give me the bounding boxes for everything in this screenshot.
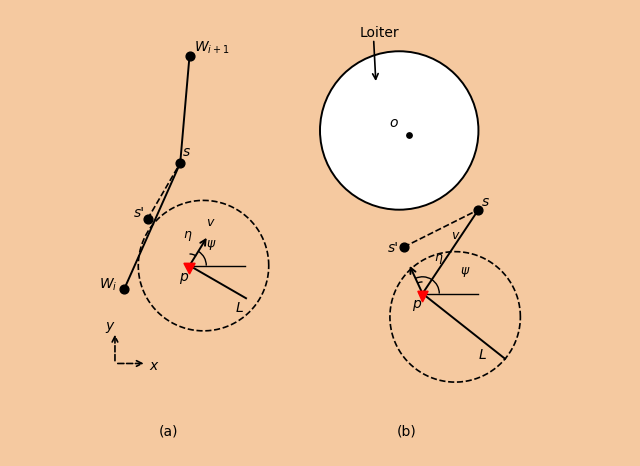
Text: L: L bbox=[236, 301, 244, 315]
Point bbox=[143, 215, 153, 223]
Circle shape bbox=[320, 51, 479, 210]
Text: $W_{i+1}$: $W_{i+1}$ bbox=[194, 39, 230, 55]
Text: o: o bbox=[389, 116, 397, 130]
Text: p: p bbox=[412, 297, 421, 311]
Point bbox=[175, 159, 186, 167]
Text: s: s bbox=[482, 195, 490, 209]
Text: s': s' bbox=[388, 240, 399, 254]
Text: (a): (a) bbox=[159, 425, 179, 439]
Point bbox=[474, 206, 484, 213]
Point bbox=[399, 243, 409, 251]
Text: $W_i$: $W_i$ bbox=[99, 277, 117, 293]
Text: $v$: $v$ bbox=[451, 229, 461, 241]
Text: p: p bbox=[179, 269, 188, 283]
Text: (b): (b) bbox=[396, 425, 416, 439]
Text: $\psi$: $\psi$ bbox=[460, 265, 470, 279]
Text: $v$: $v$ bbox=[206, 216, 216, 229]
Text: $y$: $y$ bbox=[105, 320, 115, 335]
Text: s': s' bbox=[134, 206, 145, 219]
Text: s: s bbox=[182, 145, 190, 159]
Text: Loiter: Loiter bbox=[360, 26, 399, 40]
Point bbox=[403, 131, 413, 139]
Text: $x$: $x$ bbox=[148, 359, 159, 373]
Text: L: L bbox=[479, 348, 486, 362]
Point bbox=[184, 52, 195, 60]
Polygon shape bbox=[184, 263, 195, 274]
Text: $\psi$: $\psi$ bbox=[206, 238, 216, 252]
Text: $\eta$: $\eta$ bbox=[434, 252, 444, 266]
Point bbox=[119, 285, 129, 293]
Polygon shape bbox=[418, 291, 428, 302]
Text: $\eta$: $\eta$ bbox=[182, 229, 192, 243]
